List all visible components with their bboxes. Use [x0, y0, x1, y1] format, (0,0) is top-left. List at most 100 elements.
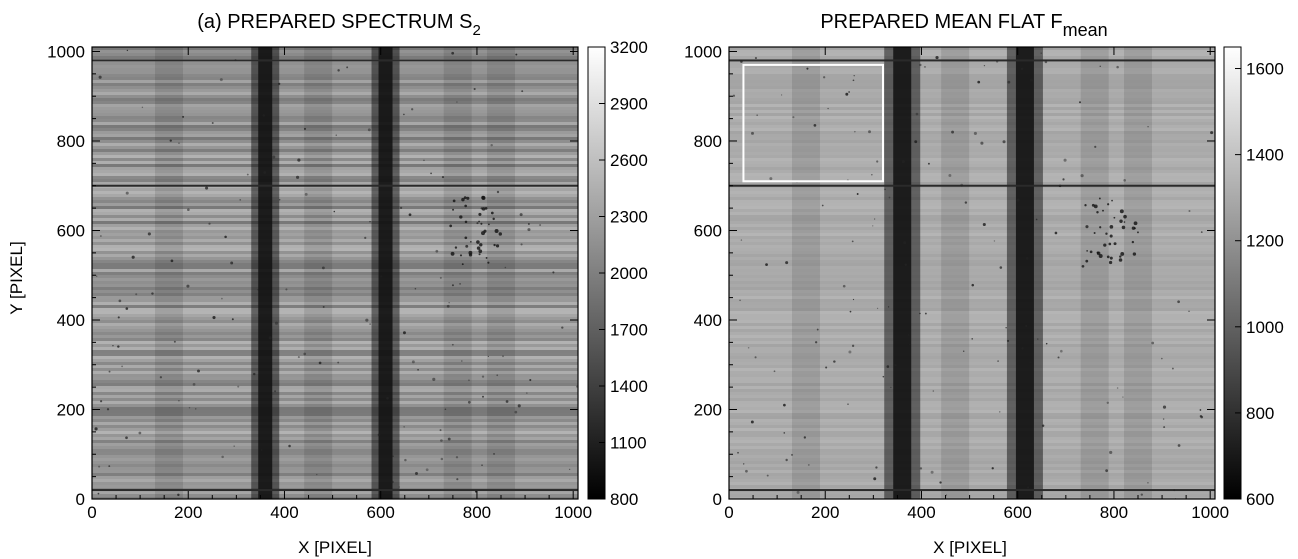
panel-a-speck: [219, 78, 223, 82]
panel-a-stripe: [92, 287, 578, 290]
panel-b-stripe: [729, 215, 1215, 218]
panel-b-stripe: [729, 383, 1215, 386]
panel-a-stripe: [92, 56, 578, 59]
panel-a-speck: [260, 449, 263, 451]
panel-a-stripe: [92, 242, 578, 245]
panel-b-speck: [871, 174, 873, 176]
panel-b-stripe: [729, 365, 1215, 368]
panel-a-speck: [451, 51, 455, 55]
panel-a-stripe: [92, 218, 578, 221]
panel-b-speck: [1116, 387, 1119, 389]
panel-b-speck: [971, 338, 974, 340]
panel-b-stripe: [729, 143, 1215, 146]
panel-b-stripe: [729, 62, 1215, 65]
panel-a-speck: [468, 253, 473, 257]
panel-a-y-tick-label: 600: [57, 221, 85, 240]
panel-a-speck: [495, 244, 500, 248]
panel-a-speck: [296, 175, 300, 179]
panel-a-speck: [318, 361, 322, 365]
panel-b-colorbar-tick-label: 600: [1246, 490, 1274, 509]
panel-a-speck: [485, 256, 488, 259]
panel-b-speck: [1025, 256, 1029, 260]
panel-b-speck: [919, 63, 922, 67]
panel-b-stripe: [729, 158, 1215, 161]
panel-a-speck: [454, 246, 458, 249]
panel-a-faint-band: [154, 47, 183, 499]
panel-b-speck: [924, 66, 926, 68]
panel-a-speck: [451, 343, 454, 346]
panel-b-stripe: [729, 374, 1215, 377]
panel-a-x-tick-label: 400: [270, 503, 298, 522]
panel-a-frame: [91, 46, 579, 500]
panel-a-stripe: [92, 431, 578, 434]
panel-b-speck: [1123, 221, 1126, 223]
panel-a-dark-band: [378, 47, 393, 499]
panel-b-stripe: [729, 134, 1215, 137]
panel-b-dark-line: [729, 184, 1215, 187]
panel-a-dark-line: [92, 184, 578, 187]
panel-b-stripe: [729, 107, 1215, 110]
panel-b-stripe: [729, 53, 1215, 56]
panel-a: (a) PREPARED SPECTRUM S2 0 200 400 600 800 10…: [7, 11, 648, 557]
panel-a-stripe: [92, 71, 578, 74]
panel-b-stripe: [729, 194, 1215, 197]
panel-b-speck: [1007, 80, 1011, 84]
panel-a-stripe: [92, 182, 578, 185]
panel-a-speck: [365, 318, 369, 322]
panel-b-speck: [886, 365, 890, 368]
panel-b-speck: [847, 403, 849, 405]
panel-b-speck: [852, 79, 855, 82]
panel-b-speck: [1103, 243, 1107, 247]
panel-b-speck: [971, 283, 975, 287]
panel-a-stripe: [92, 83, 578, 86]
panel-b-stripe: [729, 257, 1215, 260]
panel-a-colorbar-tick-label: 2300: [610, 208, 648, 227]
panel-a-colorbar-tick-label: 1400: [610, 377, 648, 396]
panel-a-speck: [456, 478, 459, 481]
panel-b-stripe: [729, 77, 1215, 80]
panel-a-stripe: [92, 359, 578, 362]
panel-a-stripe: [92, 65, 578, 68]
panel-b-stripe: [729, 110, 1215, 113]
panel-b-speck: [977, 80, 981, 84]
panel-b-speck: [1085, 225, 1089, 229]
panel-a-speck: [432, 377, 436, 381]
panel-a-stripe: [92, 392, 578, 395]
panel-a-x-tick-label: 0: [87, 503, 96, 522]
panel-b-speck: [773, 370, 776, 373]
panel-a-stripe: [92, 380, 578, 383]
panel-b-faint-band: [1080, 47, 1109, 499]
panel-a-stripe: [92, 119, 578, 122]
panel-b-x-tick-label: 200: [811, 503, 839, 522]
panel-a-speck: [369, 220, 371, 223]
panel-b-speck: [1089, 250, 1093, 254]
panel-a-stripe: [92, 314, 578, 317]
panel-a-speck: [386, 396, 389, 400]
panel-a-stripe: [92, 50, 578, 53]
panel-b-speck: [825, 366, 828, 369]
panel-b-stripe: [729, 209, 1215, 212]
panel-b-speck: [1045, 342, 1048, 345]
panel-a-speck: [482, 395, 484, 398]
panel-a-speck: [478, 249, 483, 254]
panel-a-speck: [98, 75, 102, 79]
panel-b-speck: [853, 75, 855, 77]
panel-a-stripe: [92, 188, 578, 191]
panel-b-stripe: [729, 179, 1215, 182]
panel-b-stripe: [729, 95, 1215, 98]
panel-a-stripe: [92, 263, 578, 266]
panel-b-speck: [919, 467, 923, 470]
panel-a-stripe: [92, 140, 578, 143]
panel-a-speck: [494, 228, 499, 233]
panel-a-speck: [476, 222, 479, 225]
panel-a-speck: [466, 196, 470, 200]
panel-a-speck: [459, 215, 463, 219]
panel-b-stripe: [729, 224, 1215, 227]
panel-b-speck: [1079, 101, 1081, 104]
panel-b-colorbar-tick-label: 1200: [1246, 232, 1284, 251]
panel-a-stripe: [92, 275, 578, 278]
panel-b-stripe: [729, 311, 1215, 314]
panel-b-speck: [1105, 469, 1109, 473]
panel-b-speck: [1016, 198, 1020, 202]
